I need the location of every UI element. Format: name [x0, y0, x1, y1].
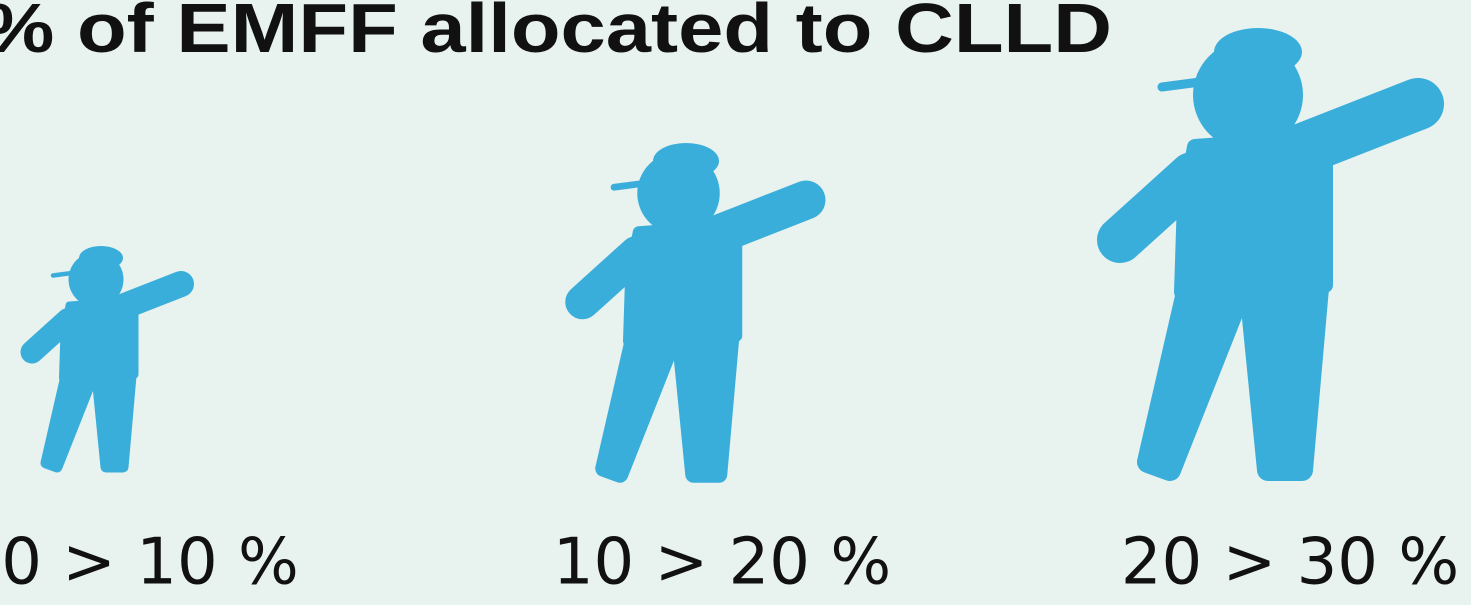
title: % of EMFF allocated to CLLD	[0, 0, 1112, 67]
figure-small	[32, 246, 181, 467]
range-label: 0 > 10 %	[1, 526, 299, 600]
figure-medium	[583, 143, 807, 475]
range-label: 20 > 30 %	[1121, 526, 1459, 600]
range-label: 10 > 20 %	[553, 526, 891, 600]
figure-large	[1120, 28, 1418, 470]
